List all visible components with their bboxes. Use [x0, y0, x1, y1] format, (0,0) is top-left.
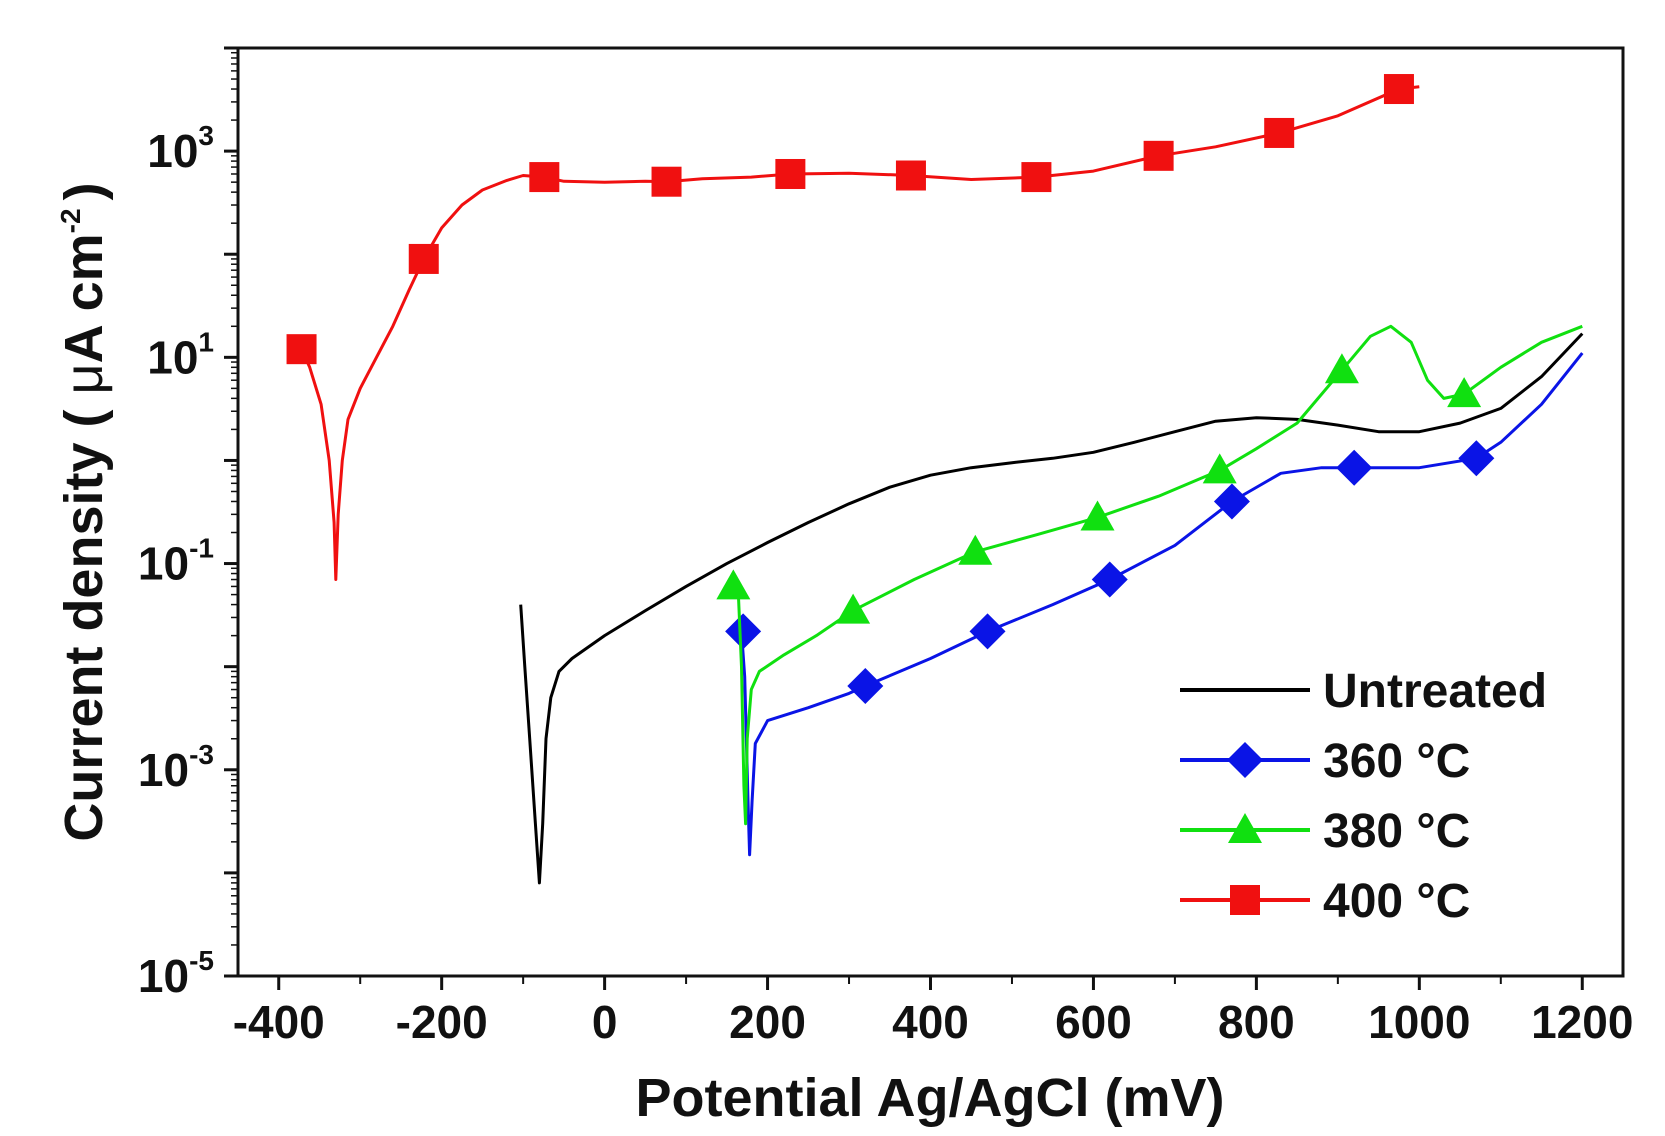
x-tick-label: 600	[1055, 996, 1132, 1048]
data-point-360-c	[1336, 449, 1373, 486]
data-point-360-c	[1213, 483, 1250, 520]
y-tick-base: 10	[147, 125, 198, 177]
x-tick-label: 1000	[1368, 996, 1470, 1048]
data-point-400-c	[1021, 162, 1052, 193]
series-380-c	[716, 324, 1583, 826]
data-point-400-c	[286, 334, 317, 365]
data-point-400-c	[529, 162, 560, 193]
axes: -400 -200 0 200 400 600 800 1000 120010-510-310-…	[138, 46, 1633, 1048]
legend-label-untreated: Untreated	[1323, 665, 1547, 718]
series-line-400-c	[300, 85, 1420, 581]
data-point-380-c	[716, 569, 751, 600]
data-point-360-c	[847, 667, 884, 704]
data-point-360-c	[1458, 440, 1495, 477]
data-point-380-c	[1324, 353, 1359, 384]
legend: Untreated 360 °C 380 °C 400 °C	[1180, 665, 1547, 928]
legend-label-400-c: 400 °C	[1323, 875, 1470, 928]
data-point-400-c	[775, 158, 806, 189]
data-point-380-c	[836, 593, 871, 624]
series-400-c	[286, 74, 1420, 581]
y-tick-label: 101	[147, 326, 214, 383]
x-tick-label: 800	[1218, 996, 1295, 1048]
data-point-400-c	[1264, 117, 1295, 148]
legend-marker-400-c	[1230, 885, 1260, 915]
data-point-400-c	[895, 160, 926, 191]
x-axis-title: Potential Ag/AgCl (mV)	[636, 1068, 1225, 1128]
data-point-400-c	[1383, 74, 1414, 105]
y-tick-label: 10-3	[138, 739, 214, 796]
x-tick-label: -400	[233, 996, 325, 1048]
y-axis-title-mu: μ	[54, 363, 114, 394]
y-tick-exponent: 3	[198, 120, 214, 151]
series-line-untreated	[519, 332, 1584, 885]
y-tick-base: 10	[138, 950, 189, 1002]
y-tick-exponent: -5	[189, 945, 214, 976]
y-tick-exponent: -1	[189, 533, 214, 564]
data-point-400-c	[408, 243, 439, 274]
y-tick-exponent: 1	[198, 326, 214, 357]
data-point-380-c	[958, 534, 993, 565]
y-axis-title-exp: -2	[55, 208, 86, 233]
series-360-c	[725, 352, 1584, 857]
x-tick-label: 200	[729, 996, 806, 1048]
data-point-380-c	[1080, 500, 1115, 531]
y-tick-base: 10	[138, 744, 189, 796]
y-axis-title-main: Current density (	[54, 395, 114, 842]
series-layer	[286, 74, 1584, 885]
x-tick-label: 400	[892, 996, 969, 1048]
y-tick-label: 10-1	[138, 533, 214, 590]
legend-label-380-c: 380 °C	[1323, 805, 1470, 858]
y-tick-label: 10-5	[138, 945, 214, 1002]
data-point-380-c	[1202, 453, 1237, 484]
data-point-360-c	[969, 613, 1006, 650]
y-tick-exponent: -3	[189, 739, 214, 770]
data-point-400-c	[651, 166, 682, 197]
data-point-360-c	[1091, 561, 1128, 598]
y-tick-base: 10	[147, 331, 198, 383]
y-tick-base: 10	[138, 538, 189, 590]
legend-marker-360-c	[1227, 742, 1263, 778]
x-tick-label: -200	[396, 996, 488, 1048]
y-axis-title: Current density ( μA cm-2)	[54, 182, 114, 841]
y-tick-label: 103	[147, 120, 214, 177]
data-point-380-c	[1447, 377, 1482, 408]
x-tick-label: 1200	[1531, 996, 1633, 1048]
data-point-360-c	[725, 613, 762, 650]
legend-marker-380-c	[1228, 813, 1262, 843]
x-tick-label: 0	[592, 996, 618, 1048]
series-untreated	[519, 332, 1584, 885]
data-point-400-c	[1143, 140, 1174, 171]
y-axis-title-unit: A cm	[54, 233, 114, 363]
y-axis-title-close: )	[54, 182, 114, 200]
legend-label-360-c: 360 °C	[1323, 735, 1470, 788]
